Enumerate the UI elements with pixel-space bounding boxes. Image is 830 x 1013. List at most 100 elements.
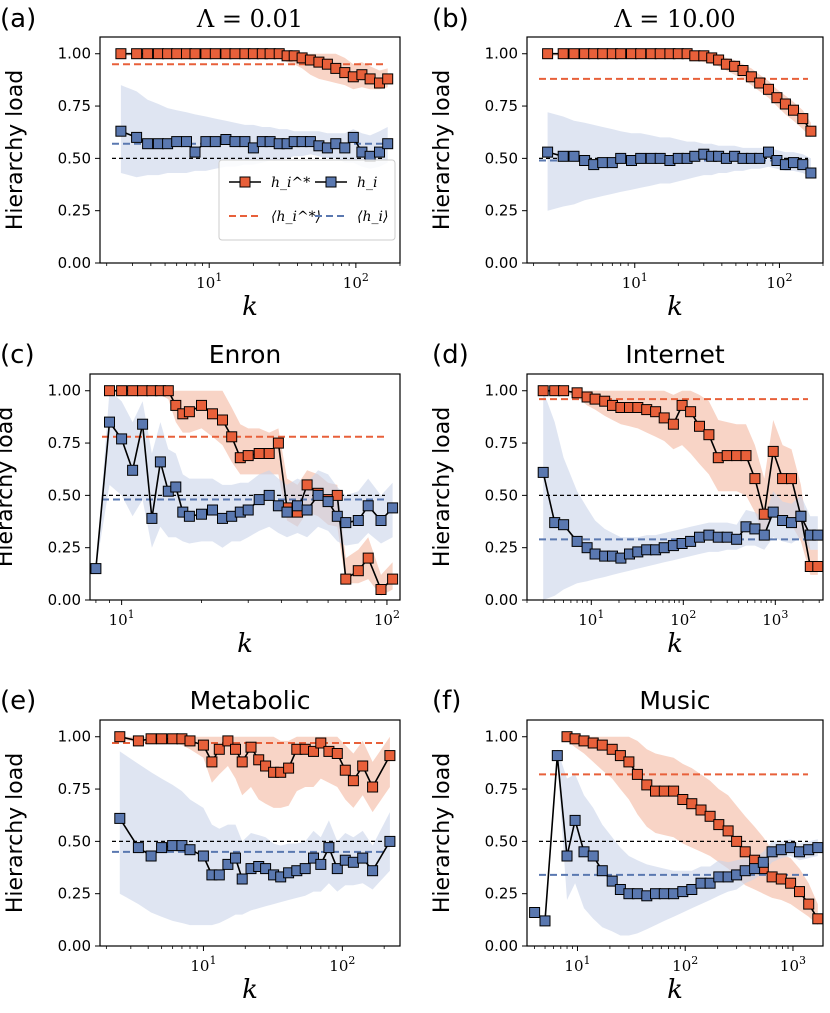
data-point-hstar bbox=[315, 737, 327, 749]
data-point-h bbox=[568, 150, 580, 162]
y-tick-label: 0.00 bbox=[485, 937, 518, 955]
data-point-h bbox=[731, 533, 743, 545]
data-point-hstar bbox=[775, 873, 787, 885]
data-point-h bbox=[668, 888, 680, 900]
data-point-hstar bbox=[537, 385, 549, 397]
data-point-h bbox=[137, 418, 149, 430]
x-tick-label: 101 bbox=[564, 954, 590, 975]
data-point-h bbox=[347, 856, 359, 868]
data-point-hstar bbox=[131, 48, 143, 60]
y-tick-label: 0.50 bbox=[485, 149, 518, 167]
data-point-hstar bbox=[694, 420, 705, 432]
x-tick-label: 102 bbox=[374, 608, 400, 629]
y-axis-label: Hierarchy load bbox=[3, 70, 28, 230]
data-point-h bbox=[795, 510, 807, 522]
data-point-h bbox=[183, 510, 195, 522]
data-point-hstar bbox=[695, 804, 707, 816]
data-point-hstar bbox=[308, 745, 319, 757]
data-point-hstar bbox=[207, 408, 218, 420]
data-point-hstar bbox=[737, 65, 749, 76]
plot-frame bbox=[526, 373, 824, 601]
data-point-hstar bbox=[217, 414, 228, 426]
panel-title: Enron bbox=[209, 340, 282, 369]
data-point-hstar bbox=[703, 429, 715, 441]
data-point-h bbox=[606, 875, 618, 887]
y-tick-label: 0.50 bbox=[58, 149, 91, 167]
data-point-h bbox=[367, 865, 379, 877]
plot-area bbox=[112, 48, 394, 178]
y-tick-label: 0.50 bbox=[485, 832, 518, 850]
data-point-hstar bbox=[779, 98, 791, 110]
y-tick-label: 1.00 bbox=[58, 45, 91, 63]
data-point-hstar bbox=[253, 754, 265, 766]
data-point-h bbox=[362, 500, 374, 512]
data-point-hstar bbox=[650, 406, 662, 418]
data-point-hstar bbox=[197, 739, 209, 751]
panel-title: Internet bbox=[625, 340, 724, 369]
data-point-h bbox=[162, 138, 174, 150]
data-point-hstar bbox=[162, 48, 174, 60]
panel-label: (b) bbox=[432, 4, 469, 34]
data-point-h bbox=[587, 850, 599, 862]
y-tick-label: 0.50 bbox=[58, 832, 91, 850]
data-point-hstar bbox=[347, 775, 359, 787]
data-point-h bbox=[323, 842, 335, 854]
data-point-hstar bbox=[668, 785, 680, 797]
data-point-hstar bbox=[152, 48, 164, 60]
data-point-h bbox=[571, 535, 583, 547]
data-point-h bbox=[115, 125, 127, 137]
data-point-h bbox=[631, 888, 643, 900]
data-point-h bbox=[529, 907, 541, 918]
data-point-hstar bbox=[387, 573, 399, 585]
data-point-h bbox=[322, 496, 334, 508]
data-point-h bbox=[757, 856, 769, 868]
data-point-h bbox=[247, 142, 259, 154]
x-tick-label: 102 bbox=[670, 608, 696, 629]
x-axis-label: k bbox=[242, 975, 258, 1005]
panel-f: (f) Music 0.00 0.25 0.50 0.75 1.00 101 102 103 k Hi… bbox=[430, 686, 824, 1005]
data-point-h bbox=[721, 531, 733, 543]
data-point-h bbox=[181, 136, 192, 148]
data-point-h bbox=[384, 835, 396, 847]
plot-area bbox=[112, 731, 396, 926]
legend-box bbox=[218, 159, 396, 241]
data-point-hstar bbox=[104, 385, 115, 397]
data-point-hstar bbox=[786, 473, 797, 485]
band-h bbox=[119, 751, 390, 926]
data-point-h bbox=[695, 877, 707, 889]
panel-label: (e) bbox=[0, 686, 36, 716]
plot-area bbox=[539, 48, 817, 211]
panel-label: (a) bbox=[0, 4, 36, 34]
data-point-h bbox=[703, 529, 715, 541]
x-axis-label: k bbox=[667, 292, 683, 322]
data-point-hstar bbox=[142, 48, 154, 60]
data-point-h bbox=[292, 500, 303, 512]
panel-b: (b) Λ = 10.00 0.00 0.25 0.50 0.75 1.00 101 102 k H… bbox=[430, 4, 824, 322]
data-point-h bbox=[272, 500, 284, 512]
plot-frame bbox=[526, 36, 824, 264]
data-point-hstar bbox=[635, 48, 647, 60]
data-point-h bbox=[754, 152, 766, 164]
data-point-h bbox=[352, 515, 364, 526]
data-point-h bbox=[347, 131, 359, 143]
legend-marker bbox=[239, 176, 251, 188]
data-point-h bbox=[788, 157, 799, 169]
data-point-h bbox=[694, 531, 705, 543]
x-axis-label: k bbox=[667, 629, 683, 659]
data-point-h bbox=[260, 863, 272, 875]
data-point-h bbox=[196, 508, 207, 520]
y-tick-label: 1.00 bbox=[485, 45, 518, 63]
data-point-hstar bbox=[137, 385, 149, 397]
data-point-hstar bbox=[357, 760, 369, 772]
y-tick-label: 0.25 bbox=[58, 885, 91, 903]
data-point-h bbox=[340, 517, 352, 529]
data-point-hstar bbox=[739, 846, 751, 858]
data-point-h bbox=[713, 871, 725, 883]
data-point-hstar bbox=[196, 399, 207, 411]
panel-c: (c) Enron 0.00 0.25 0.50 0.75 1.00 101 102 k Hiera… bbox=[0, 340, 401, 659]
data-point-hstar bbox=[623, 756, 635, 768]
data-point-h bbox=[253, 494, 265, 506]
x-tick-label: 101 bbox=[109, 608, 135, 629]
data-point-hstar bbox=[156, 733, 168, 745]
data-point-h bbox=[805, 167, 817, 179]
